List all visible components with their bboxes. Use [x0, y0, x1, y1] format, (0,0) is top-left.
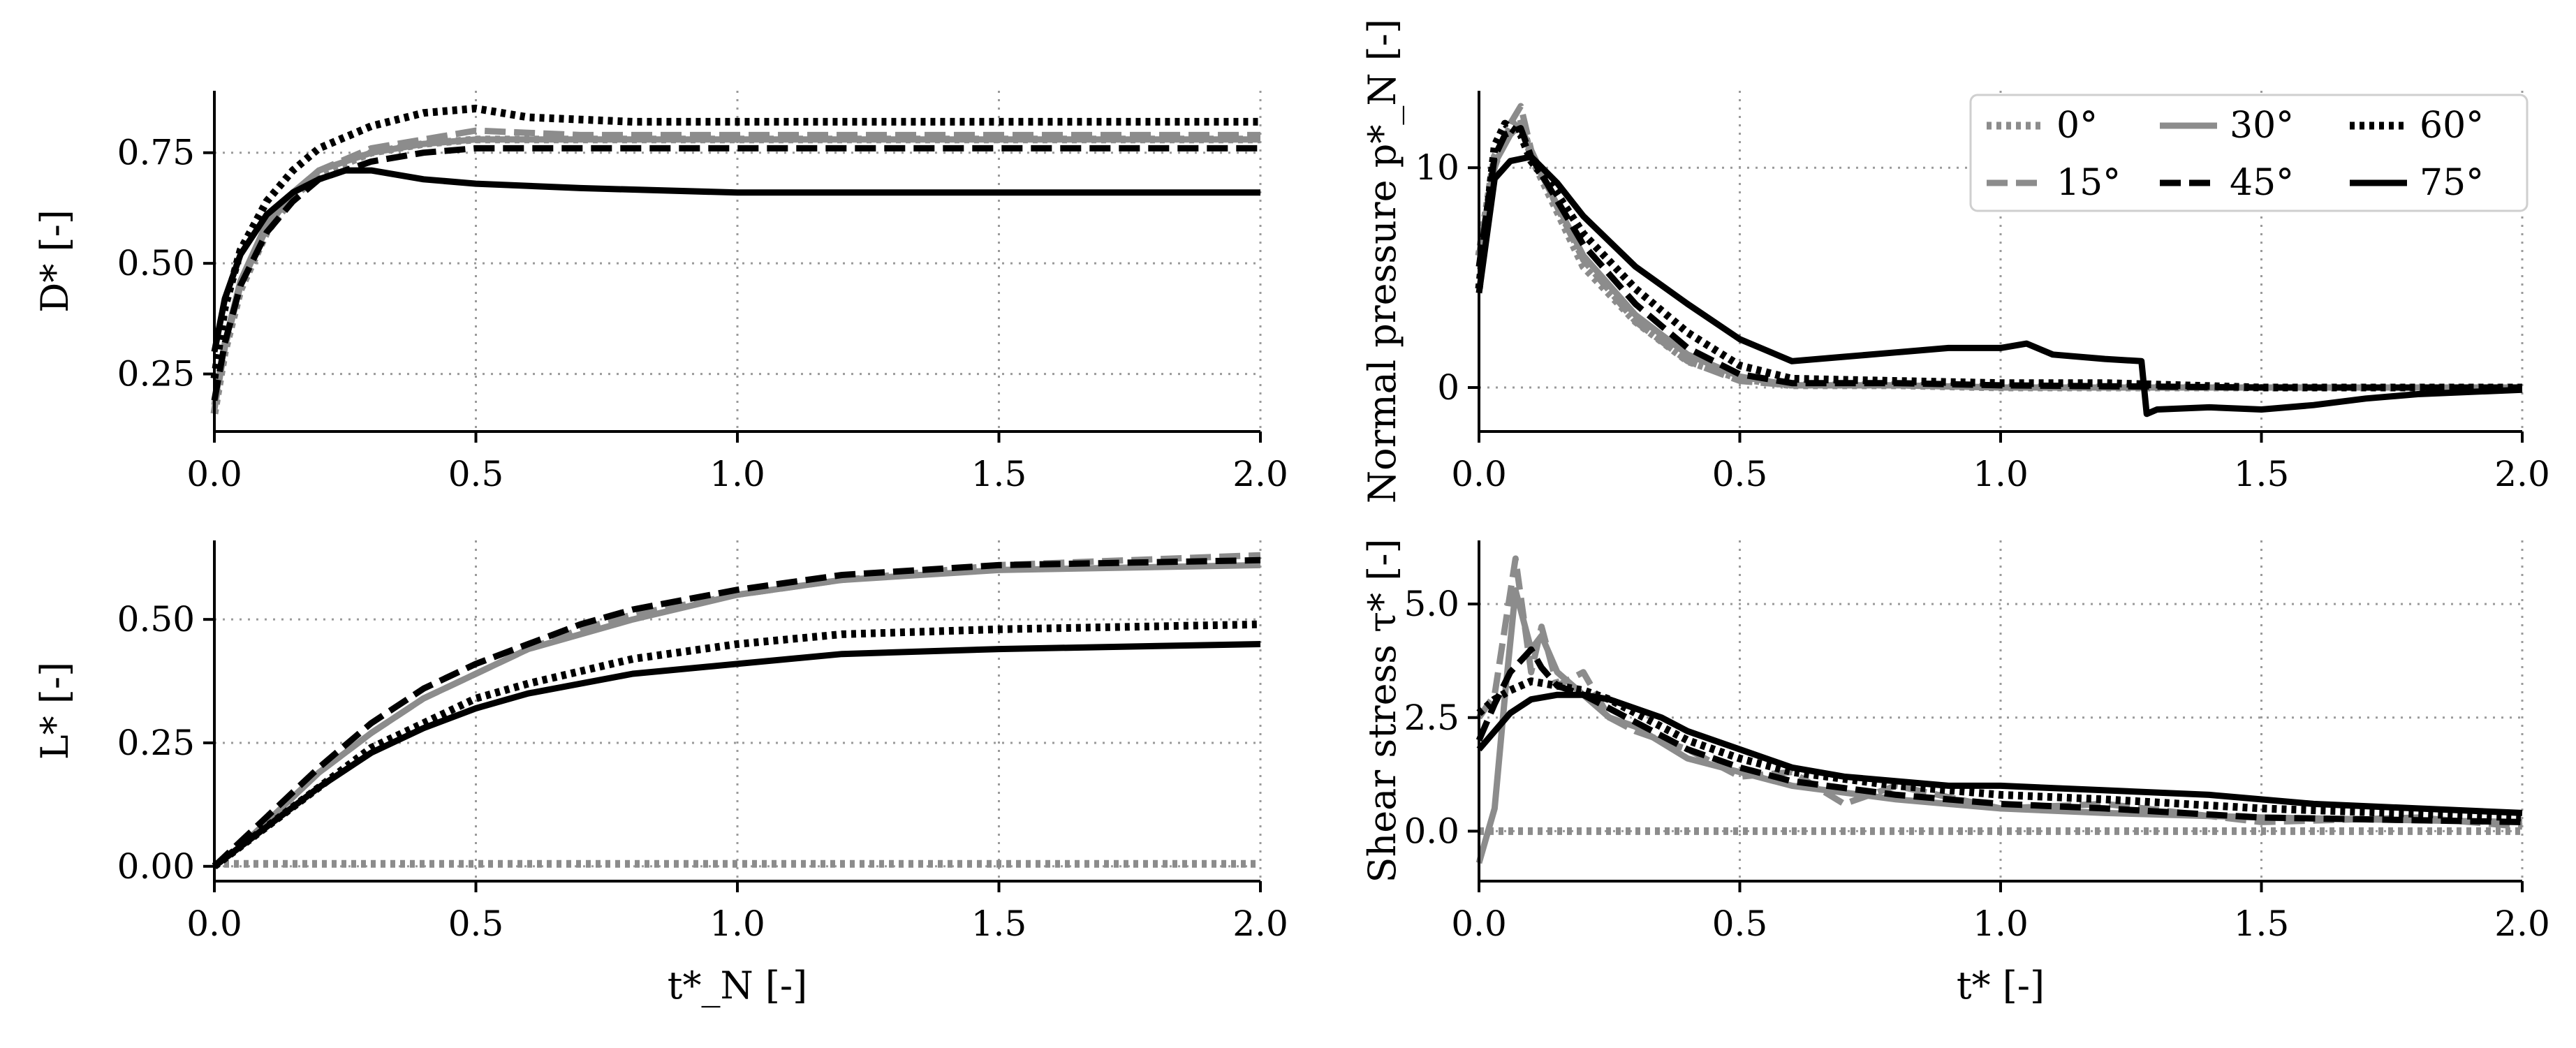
- x-tick-label: 0.5: [448, 903, 504, 944]
- y-tick-label: 0.00: [117, 846, 195, 887]
- legend-entry-15: 15°: [1987, 162, 2121, 204]
- x-tick-label: 0.5: [1712, 903, 1768, 944]
- x-tick-label: 1.0: [1973, 454, 2029, 494]
- legend-label-60: 60°: [2420, 105, 2484, 147]
- x-tick-label: 1.5: [2234, 903, 2290, 944]
- x-tick-label: 0.5: [1712, 454, 1768, 494]
- series-line-d_star-75deg: [211, 167, 1260, 353]
- x-tick-label: 1.0: [1973, 903, 2029, 944]
- plots-layer: 0.0 0.5 1.0 1.5 2.00.250.500.75D* [-]0.0 0.5 1…: [33, 19, 2550, 1008]
- y-tick-label: 0.0: [1404, 811, 1459, 851]
- x-tick-label: 0.0: [1451, 454, 1507, 494]
- series-line-l_star-60deg: [212, 620, 1261, 870]
- legend-entry-75: 75°: [2350, 162, 2484, 204]
- series-line-normal_pressure-45deg: [1475, 125, 2522, 391]
- legend-label-30: 30°: [2230, 105, 2294, 147]
- x-tick-label: 0.0: [186, 903, 242, 944]
- legend: 0° 30° 60° 15° 45° 75°: [1969, 94, 2529, 212]
- y-axis-label: D* [-]: [33, 209, 77, 313]
- panel-l_star: 0.0 0.5 1.0 1.5 2.0 0.00 0.25 0.50 L* [-] t*_N [-…: [33, 540, 1288, 1008]
- x-tick-label: 1.5: [2234, 454, 2290, 494]
- legend-entry-60: 60°: [2350, 105, 2484, 147]
- series-line-normal_pressure-15deg: [1475, 103, 2522, 391]
- panel-normal_pressure: 0.0 0.5 1.0 1.5 2.0 0 10 Normal pressure p*_N […: [1360, 19, 2550, 503]
- legend-label-45: 45°: [2230, 162, 2294, 204]
- y-axis-label: L* [-]: [33, 662, 77, 760]
- legend-label-0: 0°: [2056, 105, 2098, 147]
- series-line-normal_pressure-60deg: [1475, 119, 2522, 392]
- x-tick-label: 0.0: [1451, 903, 1507, 944]
- y-tick-label: 0.75: [117, 133, 195, 173]
- series-line-d_star-60deg: [210, 104, 1260, 379]
- x-tick-label: 0.0: [186, 454, 242, 494]
- x-tick-label: 1.0: [709, 454, 765, 494]
- y-tick-label: 0.50: [117, 599, 195, 640]
- x-tick-label: 2.0: [1232, 454, 1288, 494]
- panel-d_star: 0.0 0.5 1.0 1.5 2.0 0.25 0.50 0.75 D* [-]: [33, 91, 1288, 494]
- y-tick-label: 0.25: [117, 723, 195, 763]
- series-line-shear_stress-30deg: [1475, 587, 2523, 864]
- series-line-normal_pressure-75deg: [1475, 154, 2523, 418]
- x-tick-label: 1.5: [971, 454, 1027, 494]
- series-line-shear_stress-75deg: [1476, 691, 2523, 816]
- legend-entry-45: 45°: [2160, 162, 2294, 204]
- series-line-l_star-75deg: [212, 641, 1261, 869]
- y-axis-label: Shear stress τ* [-]: [1360, 538, 1404, 883]
- legend-entry-30: 30°: [2160, 105, 2294, 147]
- y-tick-label: 5.0: [1404, 584, 1459, 624]
- x-tick-label: 1.5: [971, 903, 1027, 944]
- series-line-d_star-45deg: [211, 145, 1260, 401]
- y-tick-label: 2.5: [1404, 698, 1459, 738]
- y-tick-label: 10: [1415, 147, 1459, 188]
- x-tick-label: 1.0: [709, 903, 765, 944]
- x-tick-label: 2.0: [1232, 903, 1288, 944]
- x-axis-label: t*_N [-]: [668, 964, 808, 1008]
- x-tick-label: 2.0: [2494, 454, 2550, 494]
- y-tick-label: 0: [1437, 367, 1459, 408]
- x-tick-label: 0.5: [448, 454, 504, 494]
- legend-entry-0: 0°: [1987, 105, 2098, 147]
- series-line-shear_stress-15deg: [1476, 555, 2523, 830]
- series-line-l_star-15deg: [212, 552, 1261, 869]
- series-line-d_star-30deg: [211, 136, 1260, 406]
- series-line-shear_stress-60deg: [1476, 677, 2523, 822]
- series-line-l_star-45deg: [212, 556, 1261, 869]
- y-tick-label: 0.25: [117, 354, 195, 394]
- y-axis-label: Normal pressure p*_N [-]: [1360, 19, 1404, 503]
- y-tick-label: 0.50: [117, 243, 195, 283]
- series-line-shear_stress-45deg: [1475, 646, 2523, 825]
- x-axis-label: t* [-]: [1957, 964, 2045, 1008]
- x-tick-label: 2.0: [2494, 903, 2550, 944]
- series-line-l_star-30deg: [212, 561, 1261, 869]
- legend-label-15: 15°: [2056, 162, 2121, 204]
- legend-label-75: 75°: [2420, 162, 2484, 204]
